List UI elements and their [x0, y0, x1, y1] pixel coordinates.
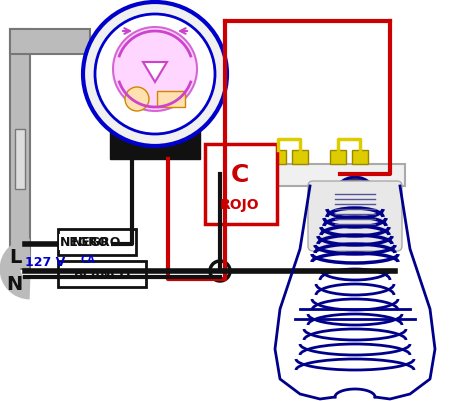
- Bar: [58, 229, 136, 255]
- Text: BLANCO: BLANCO: [73, 268, 131, 281]
- Polygon shape: [15, 130, 25, 190]
- Circle shape: [83, 3, 227, 147]
- Polygon shape: [143, 63, 167, 83]
- Bar: [330, 151, 346, 164]
- Bar: [58, 261, 146, 287]
- Bar: [157, 92, 185, 108]
- Circle shape: [333, 178, 377, 221]
- Bar: [292, 151, 308, 164]
- Circle shape: [113, 28, 197, 112]
- Text: NEGRO: NEGRO: [60, 236, 109, 249]
- Polygon shape: [10, 30, 90, 55]
- Bar: [270, 151, 286, 164]
- Text: 127 V: 127 V: [25, 256, 65, 269]
- Text: L: L: [9, 247, 22, 266]
- Text: C: C: [231, 162, 249, 186]
- Text: N: N: [6, 274, 22, 293]
- Circle shape: [210, 261, 230, 281]
- Text: NEGRO: NEGRO: [73, 236, 122, 249]
- Polygon shape: [110, 130, 200, 160]
- Text: ROJO: ROJO: [220, 198, 260, 211]
- Circle shape: [125, 88, 149, 112]
- Bar: [352, 151, 368, 164]
- FancyBboxPatch shape: [308, 182, 402, 251]
- Bar: [255, 164, 405, 186]
- Circle shape: [95, 15, 215, 135]
- Bar: [205, 145, 277, 225]
- Polygon shape: [10, 30, 30, 269]
- Text: CA: CA: [80, 254, 95, 264]
